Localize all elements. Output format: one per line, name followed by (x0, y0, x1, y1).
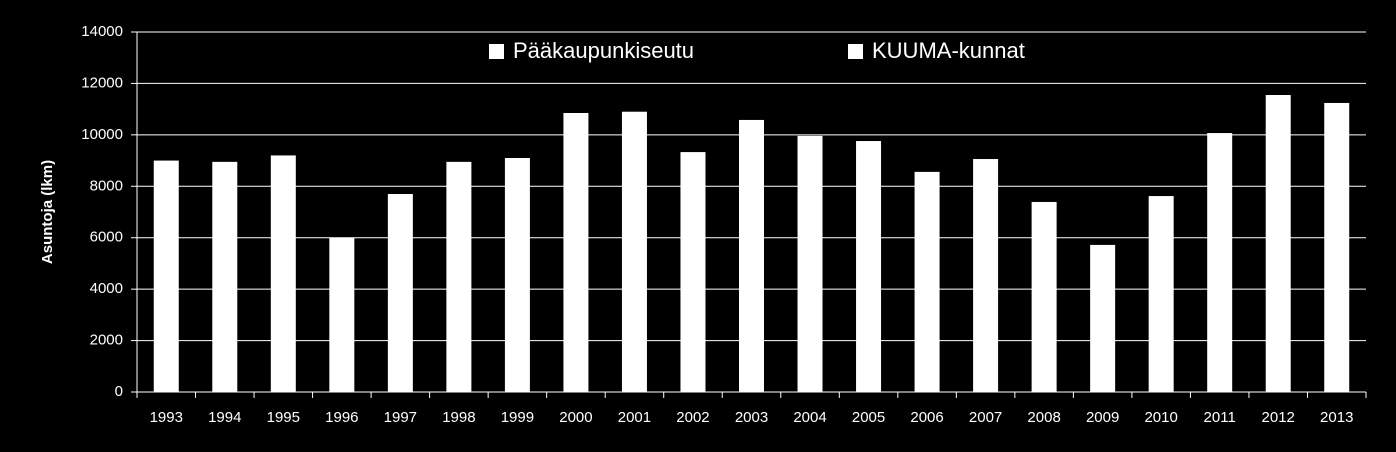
x-tick-label: 2005 (852, 409, 885, 426)
y-tick-label: 12000 (81, 74, 123, 91)
legend-label: Pääkaupunkiseutu (513, 38, 694, 63)
bar (270, 155, 296, 392)
x-tick-label: 1998 (442, 409, 475, 426)
bar (739, 119, 764, 392)
x-tick-label: 2006 (910, 409, 943, 426)
bar (329, 237, 355, 392)
y-axis-label: Asuntoja (lkm) (39, 160, 56, 264)
x-tick-label: 1994 (208, 409, 241, 426)
y-tick-label: 2000 (90, 332, 123, 349)
y-tick-label: 14000 (81, 23, 123, 40)
x-tick-label: 2007 (969, 409, 1002, 426)
y-tick-label: 6000 (90, 229, 123, 246)
bar (504, 158, 530, 392)
y-tick-label: 4000 (90, 280, 123, 297)
bar (914, 171, 940, 392)
x-tick-label: 2012 (1262, 409, 1295, 426)
bar (1207, 133, 1233, 393)
x-tick-label: 1995 (267, 409, 300, 426)
x-tick-label: 2008 (1027, 409, 1060, 426)
bar (621, 111, 647, 392)
bar (563, 113, 589, 392)
y-tick-label: 8000 (90, 177, 123, 194)
bar (446, 161, 472, 392)
y-tick-label: 0 (115, 383, 123, 400)
bar (1031, 201, 1057, 392)
bar (387, 194, 413, 392)
bar (1324, 102, 1350, 392)
bar (680, 152, 706, 392)
x-tick-label: 2010 (1144, 409, 1177, 426)
legend-label: KUUMA-kunnat (872, 38, 1025, 63)
bar (212, 161, 238, 392)
bar (973, 159, 999, 392)
x-tick-label: 2013 (1320, 409, 1353, 426)
x-tick-label: 1997 (384, 409, 417, 426)
x-tick-label: 2011 (1204, 409, 1236, 426)
bar (153, 160, 179, 392)
x-tick-label: 2003 (735, 409, 768, 426)
x-tick-label: 1993 (150, 409, 183, 426)
x-tick-label: 2009 (1086, 409, 1119, 426)
legend-swatch (848, 44, 863, 59)
bar (856, 141, 882, 392)
x-tick-label: 2002 (676, 409, 709, 426)
y-tick-label: 10000 (81, 126, 123, 143)
x-tick-label: 1999 (501, 409, 534, 426)
bar (797, 135, 823, 392)
bar (1265, 95, 1291, 392)
x-tick-label: 2004 (793, 409, 826, 426)
bar (1090, 244, 1116, 392)
x-tick-label: 1996 (325, 409, 358, 426)
bar (1148, 196, 1174, 392)
x-tick-label: 2001 (618, 409, 651, 426)
legend-swatch (489, 44, 504, 59)
x-tick-label: 2000 (559, 409, 592, 426)
